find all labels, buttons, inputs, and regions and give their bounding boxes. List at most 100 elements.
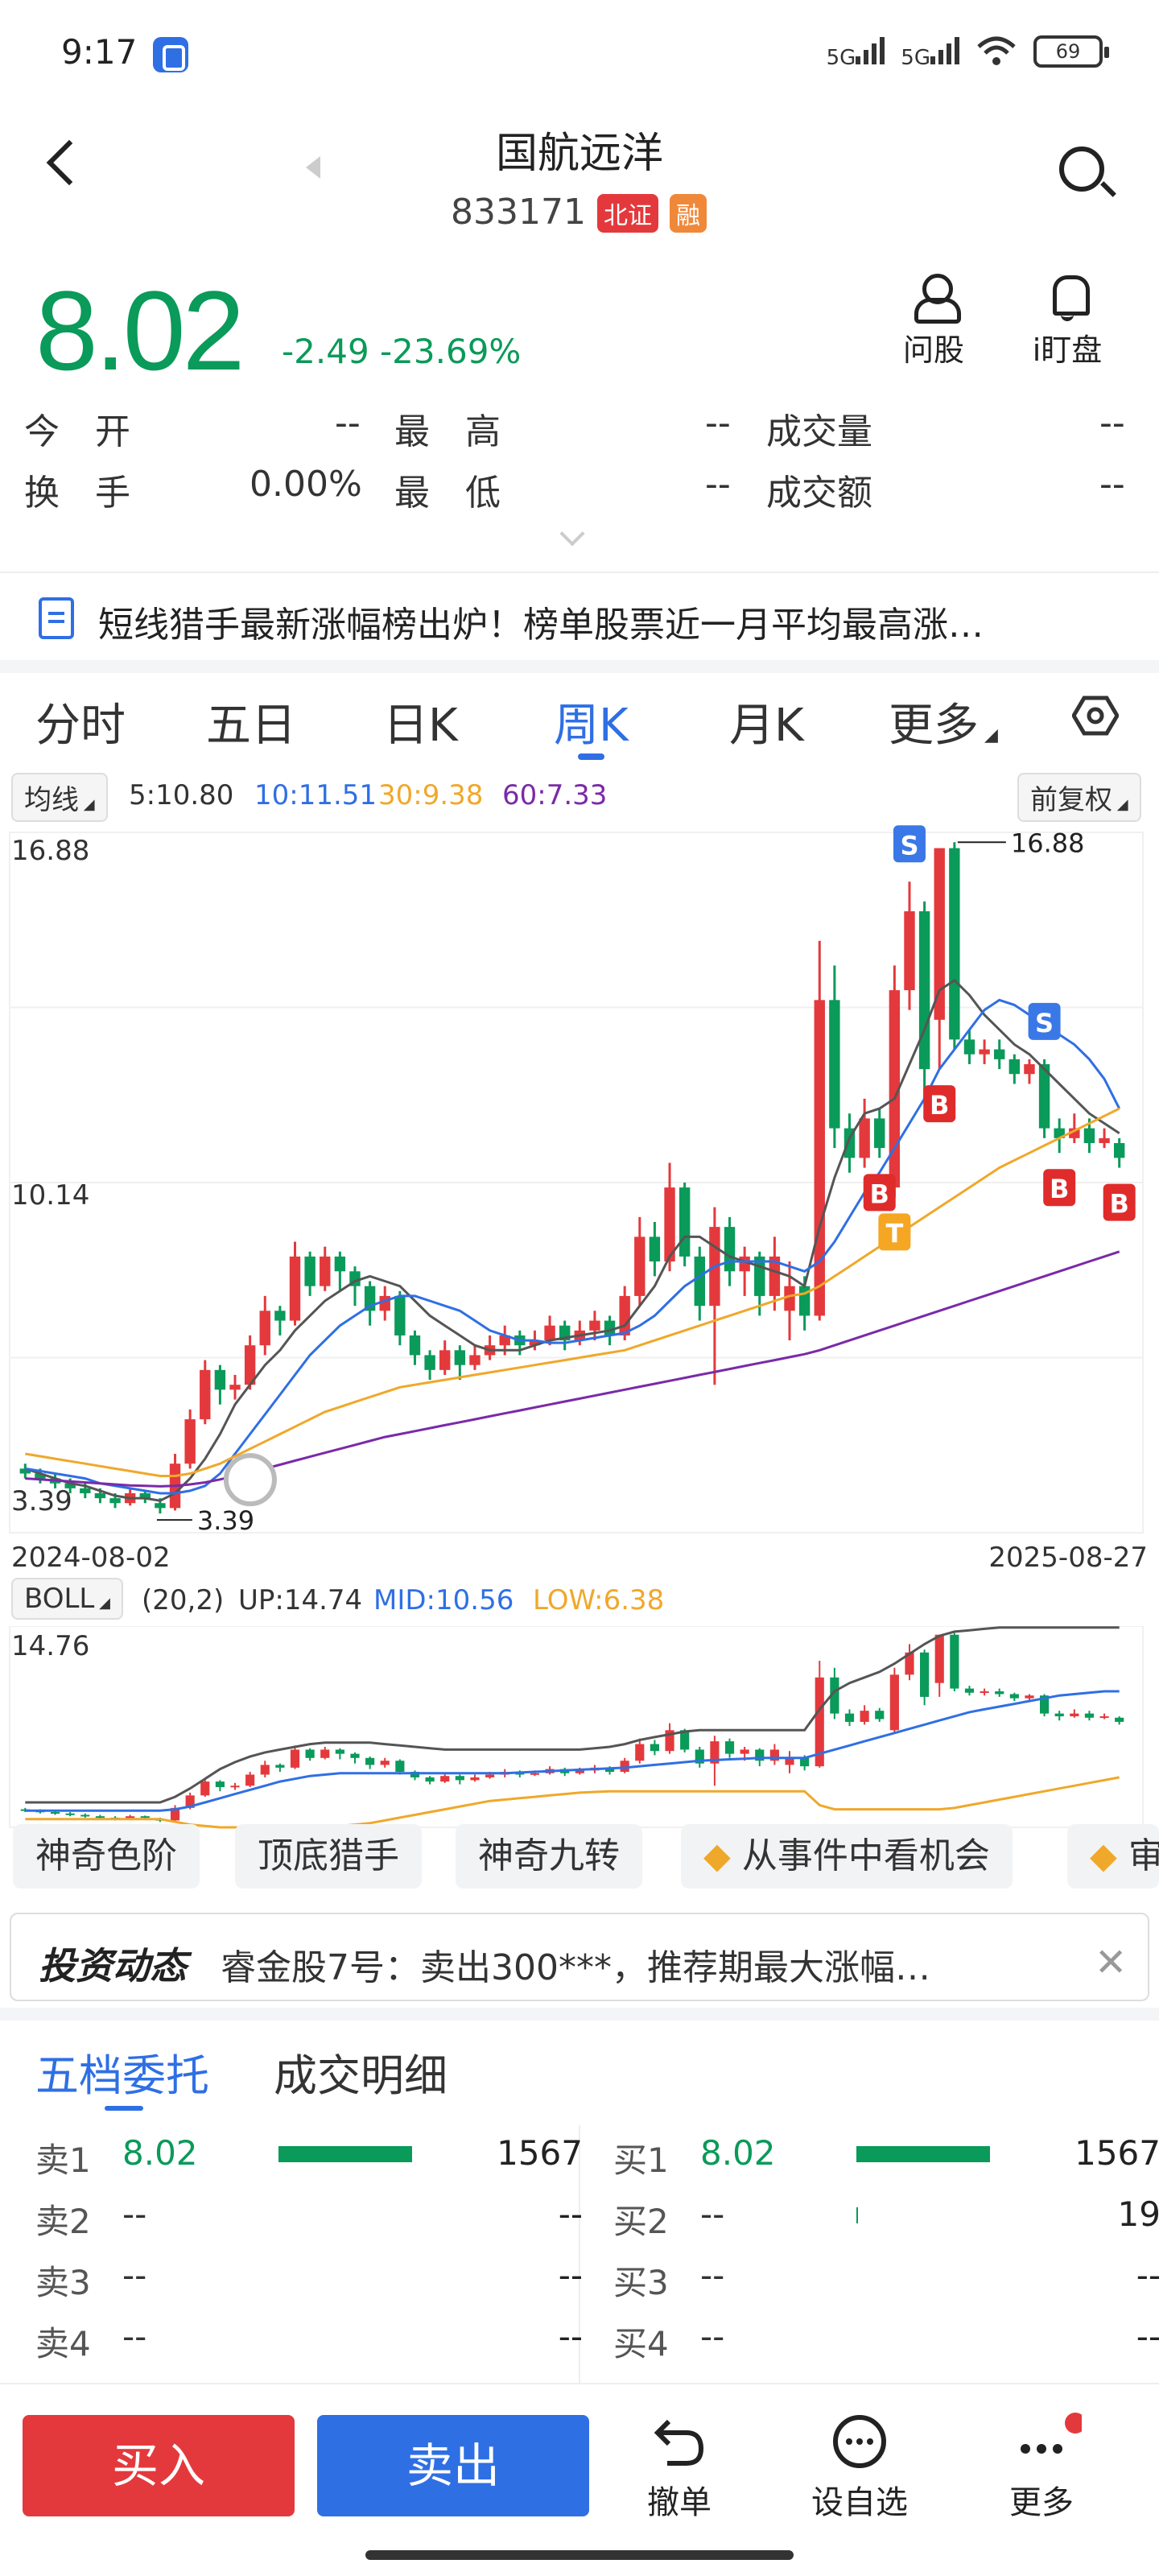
add-watchlist-button[interactable]: 设自选 <box>795 2412 924 2523</box>
tab-intraday[interactable]: 分时 <box>35 700 126 752</box>
sell-level-row[interactable]: 卖4 -- -- <box>35 2317 583 2378</box>
candle <box>289 1241 301 1326</box>
stat-value: -- <box>1099 464 1125 505</box>
boll-candle-body <box>980 1691 989 1694</box>
more-button[interactable]: 更多 <box>977 2412 1106 2523</box>
boll-candle <box>305 1748 315 1761</box>
boll-candle <box>905 1644 914 1681</box>
news-banner[interactable]: 短线猎手最新涨幅榜出炉！榜单股票近一月平均最高涨… <box>0 572 1159 660</box>
tab-monthly-k[interactable]: 月K <box>729 700 804 752</box>
tab-more[interactable]: 更多 ◢ <box>889 700 998 752</box>
tab-trade-detail[interactable]: 成交明细 <box>274 2050 448 2101</box>
search-icon[interactable] <box>1059 147 1104 192</box>
candle-body <box>664 1187 675 1262</box>
boll-candle-body <box>800 1757 810 1767</box>
kline-chart[interactable]: 16.88 10.14 2024-08-02 2025-08-27 16.88 3.39 3… <box>0 824 1159 1581</box>
sell-level-row[interactable]: 卖3 -- -- <box>35 2256 583 2317</box>
buy-level-label: 买4 <box>613 2324 669 2363</box>
chip-nine-turn[interactable]: 神奇九转 <box>456 1824 642 1889</box>
boll-candle-body <box>889 1674 899 1731</box>
stock-code-row: 833171 北证 融 <box>451 192 707 233</box>
chip-top-bottom[interactable]: 顶底猎手 <box>235 1824 422 1889</box>
candle <box>739 1246 750 1296</box>
adjust-select[interactable]: 前复权 ◢ <box>1017 773 1141 822</box>
chip-event-opportunity[interactable]: ◆ 从事件中看机会 <box>681 1824 1013 1889</box>
chip-partial[interactable]: ◆ 审 <box>1067 1824 1159 1889</box>
investment-news[interactable]: 投资动态 睿金股7号：卖出300***，推荐期最大涨幅… ✕ <box>10 1913 1149 2001</box>
app-notification-icon <box>153 37 188 72</box>
watch-button[interactable]: i盯盘 <box>1019 274 1116 369</box>
buy-level-volume: -- <box>1136 2256 1159 2295</box>
person-icon <box>911 274 961 324</box>
buy-level-row[interactable]: 买2 -- 19 <box>613 2194 1159 2256</box>
candle-body <box>244 1345 256 1385</box>
play-icon <box>223 1453 277 1507</box>
boll-candle <box>964 1686 975 1696</box>
sell-level-price: -- <box>122 2317 147 2356</box>
buy-button[interactable]: 买入 <box>23 2415 295 2516</box>
candle <box>1038 1059 1050 1138</box>
candle-body <box>784 1286 795 1311</box>
sell-button[interactable]: 卖出 <box>317 2415 589 2516</box>
boll-candle-body <box>844 1713 855 1722</box>
candle <box>334 1251 346 1291</box>
ma30-value: 30:9.38 <box>378 779 484 811</box>
buy-level-row[interactable]: 买3 -- -- <box>613 2256 1159 2317</box>
boll-candle <box>695 1747 704 1768</box>
candle <box>649 1222 661 1277</box>
signal-marker: T <box>878 1213 911 1251</box>
sell-level-row[interactable]: 卖2 -- -- <box>35 2194 583 2256</box>
close-icon[interactable]: ✕ <box>1095 1940 1128 1985</box>
boll-line-mid <box>25 1690 1120 1812</box>
boll-select[interactable]: BOLL ◢ <box>11 1578 123 1620</box>
settings-icon[interactable] <box>1072 696 1119 736</box>
tab-daily-k[interactable]: 日K <box>383 700 458 752</box>
boll-candle-body <box>290 1749 300 1768</box>
wifi-icon <box>977 36 1016 65</box>
boll-candle-body <box>80 1814 90 1817</box>
boll-candle <box>950 1633 959 1692</box>
candle <box>769 1236 781 1311</box>
sell-level-row[interactable]: 卖1 8.02 1567 <box>35 2133 583 2194</box>
x-axis-label: 2024-08-02 <box>11 1542 171 1574</box>
indicator-select[interactable]: 均线 ◢ <box>11 773 108 822</box>
signal-label: S <box>1035 1008 1054 1038</box>
buy-level-row[interactable]: 买1 8.02 1567 <box>613 2133 1159 2194</box>
tab-five-level[interactable]: 五档委托 <box>35 2050 209 2101</box>
boll-candle-body <box>710 1741 720 1764</box>
signal-badge <box>893 825 926 863</box>
more-dots-icon <box>1021 2413 1086 2454</box>
boll-candle <box>635 1738 645 1764</box>
stock-name: 国航远洋 <box>495 130 663 178</box>
prev-stock-arrow-icon[interactable] <box>306 156 320 179</box>
news-text: 短线猎手最新涨幅榜出炉！榜单股票近一月平均最高涨… <box>98 605 984 646</box>
boll-y-label: 14.76 <box>11 1630 89 1662</box>
candle-body <box>619 1295 630 1335</box>
boll-candle-body <box>1099 1716 1109 1719</box>
stat-value: 0.00% <box>250 464 362 505</box>
buy-level-row[interactable]: 买4 -- -- <box>613 2317 1159 2378</box>
chip-color-scale[interactable]: 神奇色阶 <box>13 1824 200 1889</box>
boll-candle-body <box>950 1634 959 1689</box>
candle-body <box>963 1039 975 1055</box>
ask-stock-button[interactable]: 问股 <box>885 274 982 369</box>
candle-body <box>1038 1063 1050 1129</box>
buy-level-label: 买3 <box>613 2263 669 2302</box>
boll-params: (20,2) <box>142 1584 225 1616</box>
tab-weekly-k[interactable]: 周K <box>554 689 629 760</box>
boll-candle-body <box>920 1652 930 1697</box>
expand-chevron-icon[interactable] <box>559 521 585 547</box>
candle <box>514 1330 526 1356</box>
investment-label: 投资动态 <box>39 1944 187 1988</box>
boll-candle <box>275 1763 285 1773</box>
margin-tag: 融 <box>669 194 707 233</box>
boll-chart[interactable]: 14.76 <box>0 1626 1159 1835</box>
candle <box>589 1311 600 1341</box>
boll-candle-body <box>769 1749 779 1761</box>
buy-volume-bar <box>856 2146 990 2162</box>
sell-level-volume: -- <box>558 2317 583 2356</box>
boll-candle-body <box>275 1765 285 1768</box>
cancel-order-button[interactable]: 撤单 <box>615 2412 744 2523</box>
tab-five-day[interactable]: 五日 <box>206 700 296 752</box>
candle-body <box>229 1385 241 1390</box>
